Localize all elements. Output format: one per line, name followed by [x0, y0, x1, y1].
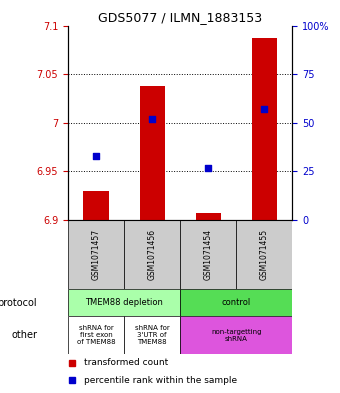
- Bar: [195, 213, 221, 220]
- Text: GSM1071456: GSM1071456: [148, 229, 157, 280]
- Bar: [124, 316, 180, 354]
- Bar: [124, 220, 180, 289]
- Text: GSM1071455: GSM1071455: [260, 229, 269, 280]
- Text: shRNA for
first exon
of TMEM88: shRNA for first exon of TMEM88: [77, 325, 115, 345]
- Text: other: other: [11, 330, 37, 340]
- Text: shRNA for
3'UTR of
TMEM88: shRNA for 3'UTR of TMEM88: [135, 325, 170, 345]
- Bar: [252, 38, 277, 220]
- Text: percentile rank within the sample: percentile rank within the sample: [84, 376, 237, 385]
- Bar: [68, 289, 180, 316]
- Title: GDS5077 / ILMN_1883153: GDS5077 / ILMN_1883153: [98, 11, 262, 24]
- Bar: [83, 191, 109, 220]
- Text: transformed count: transformed count: [84, 358, 168, 367]
- Text: control: control: [222, 298, 251, 307]
- Bar: [180, 220, 236, 289]
- Text: GSM1071454: GSM1071454: [204, 229, 213, 280]
- Point: [149, 116, 155, 122]
- Text: GSM1071457: GSM1071457: [91, 229, 101, 280]
- Bar: [180, 289, 292, 316]
- Point: [93, 153, 99, 159]
- Bar: [236, 220, 292, 289]
- Text: protocol: protocol: [0, 298, 37, 308]
- Point: [261, 106, 267, 112]
- Bar: [139, 86, 165, 220]
- Bar: [68, 316, 124, 354]
- Text: TMEM88 depletion: TMEM88 depletion: [85, 298, 163, 307]
- Text: non-targetting
shRNA: non-targetting shRNA: [211, 329, 261, 342]
- Bar: [68, 220, 124, 289]
- Point: [205, 164, 211, 171]
- Bar: [180, 316, 292, 354]
